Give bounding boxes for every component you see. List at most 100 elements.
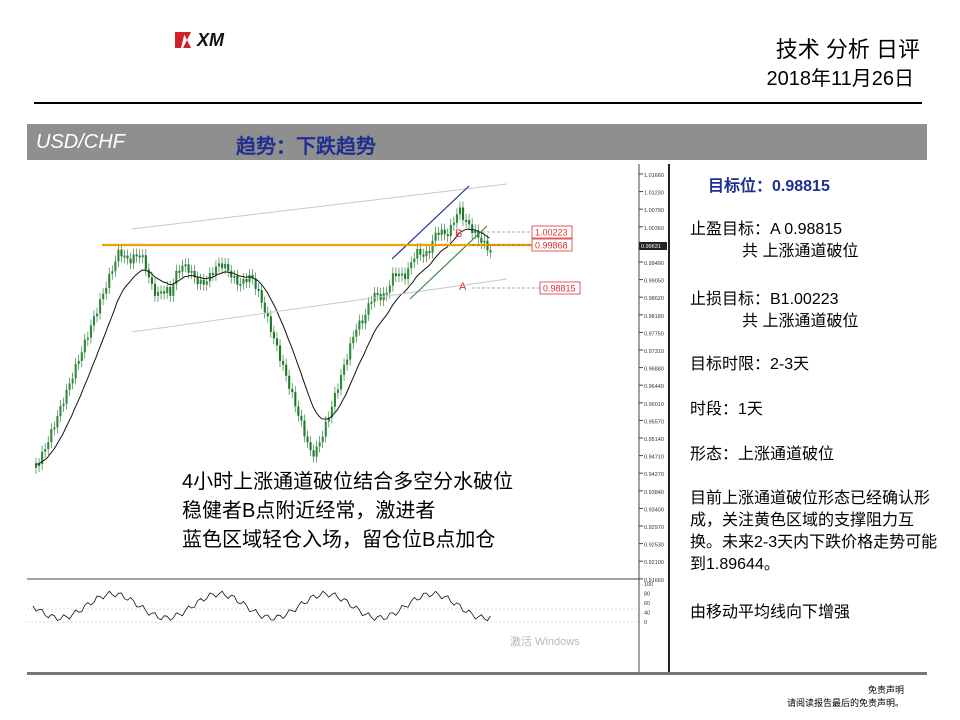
candle-body <box>38 464 41 466</box>
candle-body <box>407 268 410 279</box>
candle-body <box>89 325 92 338</box>
candle-body <box>114 261 117 272</box>
price-tick-label: 1.01660 <box>644 173 664 179</box>
panel-divider <box>668 164 670 672</box>
moving-average-note: 由移动平均线向下增强 <box>690 604 851 621</box>
candle-body <box>434 232 437 241</box>
candle-body <box>111 271 114 274</box>
candle-body <box>53 427 56 430</box>
candle-body <box>465 219 468 222</box>
candle-body <box>361 320 364 324</box>
candle-body <box>321 436 324 443</box>
candle-body <box>297 406 300 416</box>
short-channel-lower <box>409 225 488 300</box>
candle-body <box>208 273 211 282</box>
candle-body <box>254 278 257 289</box>
candle-body <box>102 293 105 300</box>
candle-body <box>230 270 233 278</box>
candle-body <box>190 270 193 273</box>
candle-body <box>214 266 218 275</box>
chart-pattern: 形态：上涨通道破位 <box>690 446 835 463</box>
candle-body <box>47 442 50 450</box>
candle-body <box>224 263 227 269</box>
candle-body <box>425 251 428 257</box>
disclaimer-title: 免责声明 <box>867 685 904 695</box>
candle-body <box>269 316 272 332</box>
disclaimer-text: 请阅读报告最后的免责声明。 <box>786 698 904 708</box>
candle-body <box>437 232 440 235</box>
price-tick-label: 0.91660 <box>644 578 664 584</box>
price-tick-label: 0.95570 <box>644 419 664 425</box>
price-tick-label: 0.97310 <box>644 349 664 355</box>
point-label-a: A <box>459 281 467 293</box>
candle-body <box>330 406 333 418</box>
candle-body <box>446 234 449 237</box>
trend-label: 趋势：下跌趋势 <box>236 136 376 158</box>
candle-body <box>288 375 291 389</box>
candle-body <box>340 374 343 390</box>
candle-body <box>44 449 47 452</box>
candle-body <box>233 275 236 278</box>
candle-body <box>272 331 275 339</box>
candle-body <box>218 263 221 267</box>
current-price-label: 0.99631 <box>641 244 661 250</box>
candle-body <box>80 352 83 361</box>
candle-body <box>327 417 330 422</box>
channel-lower-line <box>131 278 508 333</box>
price-tick-label: 0.94710 <box>644 455 664 461</box>
target-time: 目标时限：2-3天 <box>690 356 810 373</box>
moving-average-line <box>35 228 490 465</box>
candle-body <box>312 450 315 457</box>
candle-body <box>68 383 71 390</box>
candle-body <box>401 273 404 276</box>
annotation-line-3: 蓝色区域轻仓入场，留仓位B点加仓 <box>182 529 496 551</box>
candle-body <box>376 292 379 295</box>
candle-body <box>56 416 59 428</box>
candle-body <box>306 436 309 443</box>
candle-body <box>385 292 388 295</box>
price-tick-label: 0.98620 <box>644 296 664 302</box>
time-period: 时段：1天 <box>690 401 763 418</box>
candle-body <box>282 360 285 365</box>
candle-body <box>248 274 251 283</box>
candle-body <box>172 284 175 296</box>
candle-body <box>251 274 254 279</box>
candle-body <box>141 255 144 258</box>
price-tick-label: 1.00360 <box>644 226 664 232</box>
candle-body <box>489 250 492 253</box>
candle-body <box>455 214 458 223</box>
candle-body <box>388 285 391 293</box>
price-tick-label: 0.96880 <box>644 367 664 373</box>
candle-body <box>193 270 196 278</box>
price-tick-label: 0.96440 <box>644 384 664 390</box>
candle-body <box>150 277 153 284</box>
candle-body <box>117 249 120 262</box>
candle-body <box>135 254 138 257</box>
price-chart: 1.016601.012301.007901.003600.999300.994… <box>27 164 667 674</box>
candle-body <box>285 364 288 376</box>
price-tick-label: 0.97750 <box>644 331 664 337</box>
price-tick-label: 0.96010 <box>644 402 664 408</box>
footer-divider <box>27 672 927 675</box>
candle-body <box>242 279 245 284</box>
take-profit-note: 共 上涨通道破位 <box>742 243 859 260</box>
candle-body <box>452 222 455 225</box>
candle-body <box>468 220 471 225</box>
price-tick-label: 1.01230 <box>644 191 664 197</box>
current-price-marker <box>639 242 667 250</box>
candle-body <box>227 263 230 271</box>
price-tick-label: 0.94270 <box>644 472 664 478</box>
disclaimer: 免责声明 请阅读报告最后的免责声明。 <box>787 684 904 710</box>
annotation-line-2: 稳健者B点附近经常，激进者 <box>182 500 436 522</box>
level-box <box>531 225 573 239</box>
candle-body <box>413 258 416 263</box>
candle-body <box>153 283 157 296</box>
candle-body <box>196 277 199 285</box>
price-tick-label: 0.92970 <box>644 525 664 531</box>
candle-body <box>50 429 53 443</box>
candle-body <box>419 248 422 255</box>
report-date: 2018年11月26日 <box>766 68 915 90</box>
price-tick-label: 0.98180 <box>644 314 664 320</box>
candle-body <box>123 255 126 258</box>
candle-body <box>318 442 321 447</box>
